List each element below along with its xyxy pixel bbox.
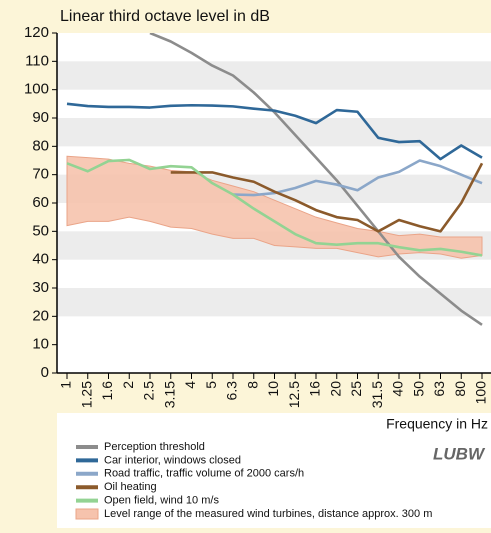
grid-band (57, 118, 491, 147)
y-tick-label: 70 (32, 166, 49, 183)
legend-label: Road traffic, traffic volume of 2000 car… (104, 468, 304, 480)
x-tick-label: 2.5 (141, 381, 157, 401)
x-tick-label: 80 (452, 381, 468, 397)
x-tick-label: 100 (473, 381, 489, 405)
x-tick-label: 10 (265, 381, 281, 397)
x-tick-label: 1.25 (78, 381, 94, 408)
y-tick-label: 10 (32, 336, 49, 353)
legend-swatch (75, 508, 99, 520)
x-tick-label: 5 (203, 381, 219, 389)
x-tick-label: 1 (58, 381, 74, 389)
series-line (66, 102, 483, 161)
legend-label: Open field, wind 10 m/s (104, 495, 219, 507)
grid-band (57, 61, 491, 90)
series-line (149, 33, 483, 326)
chart-title: Linear third octave level in dB (60, 8, 270, 25)
y-tick-label: 0 (41, 364, 49, 381)
legend-label: Oil heating (104, 481, 157, 493)
x-tick-label: 12.5 (286, 381, 302, 408)
legend-label: Car interior, windows closed (104, 454, 241, 466)
y-tick-label: 110 (25, 52, 49, 69)
y-tick-label: 100 (24, 81, 49, 98)
legend-box (57, 413, 491, 528)
x-tick-label: 50 (410, 381, 426, 397)
x-tick-label: 25 (348, 381, 364, 397)
y-tick-label: 80 (32, 137, 49, 154)
x-tick-label: 63 (431, 381, 447, 397)
x-tick-label: 4 (182, 381, 198, 389)
lines (66, 33, 484, 326)
series-line (170, 162, 484, 233)
x-tick-label: 3.15 (161, 381, 177, 408)
y-tick-label: 90 (32, 109, 49, 126)
y-tick-label: 20 (32, 307, 49, 324)
legend-label: Level range of the measured wind turbine… (104, 508, 432, 520)
y-tick-label: 120 (24, 24, 49, 41)
y-tick-label: 30 (32, 279, 49, 296)
x-tick-label: 20 (327, 381, 343, 397)
series-line (66, 158, 483, 257)
y-tick-label: 60 (32, 194, 49, 211)
series-line (232, 159, 483, 197)
x-tick-label: 31.5 (369, 381, 385, 408)
x-axis-label: Frequency in Hz (386, 416, 488, 432)
grid-band (57, 288, 491, 317)
y-tick-label: 40 (32, 251, 49, 268)
x-tick-label: 16 (307, 381, 323, 397)
x-tick-label: 2 (120, 381, 136, 389)
x-tick-label: 6.3 (224, 381, 240, 401)
y-tick-label: 50 (32, 222, 49, 239)
x-tick-label: 8 (244, 381, 260, 389)
axes (52, 32, 491, 379)
logo: LUBW (433, 444, 486, 463)
x-tick-label: 1.6 (99, 381, 115, 401)
legend-label: Perception threshold (104, 441, 205, 453)
x-tick-label: 40 (390, 381, 406, 397)
